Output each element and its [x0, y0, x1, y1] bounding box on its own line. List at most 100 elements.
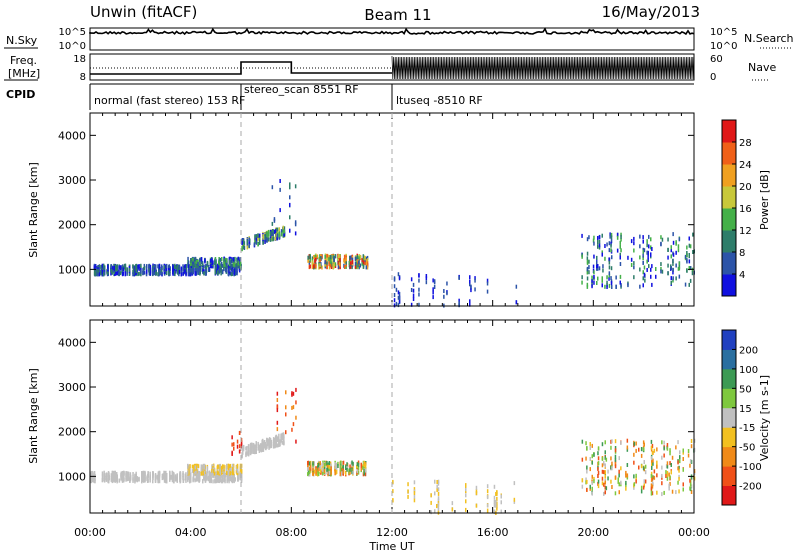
velocity-data-point: [604, 474, 606, 479]
velocity-data-point: [307, 471, 310, 476]
velocity-data-point: [620, 440, 622, 445]
power-data-point: [200, 260, 203, 264]
power-data-point: [610, 266, 613, 271]
power-data-point: [309, 258, 311, 263]
velocity-data-point: [231, 463, 234, 468]
velocity-data-point: [242, 447, 244, 452]
power-data-point: [233, 257, 235, 262]
velocity-data-point: [618, 482, 620, 487]
power-data-point: [197, 267, 199, 272]
power-data-point: [118, 271, 120, 276]
power-data-point: [650, 245, 652, 250]
velocity-data-point: [651, 484, 654, 489]
velocity-data-point: [317, 467, 319, 472]
velocity-data-point: [315, 469, 317, 474]
velocity-data-point: [240, 444, 243, 449]
power-data-point: [94, 270, 97, 275]
power-data-point: [348, 260, 351, 265]
power-data-point: [672, 261, 674, 266]
power-data-point: [337, 254, 340, 259]
velocity-data-point: [328, 464, 331, 469]
power-data-point: [643, 248, 646, 253]
velocity-data-point: [194, 470, 197, 475]
power-data-point: [593, 270, 595, 275]
nave-tick-top: 60: [710, 54, 723, 65]
power-data-point: [397, 295, 400, 300]
velocity-colorbar-segment: [722, 330, 736, 350]
power-data-point: [611, 285, 613, 289]
velocity-data-point: [126, 472, 129, 477]
power-data-point: [114, 270, 116, 274]
power-data-point: [165, 271, 168, 276]
velocity-data-point: [669, 461, 671, 466]
power-data-point: [282, 233, 284, 238]
power-data-point: [646, 239, 648, 244]
velocity-data-point: [110, 473, 113, 478]
velocity-data-point: [176, 478, 178, 483]
velocity-data-point: [475, 503, 478, 508]
power-data-point: [361, 261, 363, 266]
power-data-point: [280, 229, 283, 234]
velocity-data-point: [313, 469, 315, 474]
velocity-data-point: [614, 448, 617, 453]
velocity-data-point: [313, 461, 315, 466]
power-data-point: [358, 260, 360, 265]
velocity-data-point: [635, 473, 637, 478]
power-data-point: [586, 282, 589, 287]
velocity-data-point: [308, 472, 311, 477]
velocity-ylabel: Slant Range [km]: [27, 368, 40, 464]
velocity-data-point: [653, 475, 656, 480]
velocity-data-point: [210, 479, 212, 483]
velocity-data-point: [465, 507, 467, 512]
velocity-data-point: [245, 451, 247, 456]
power-data-point: [182, 271, 184, 276]
power-data-point: [354, 256, 357, 261]
velocity-data-point: [326, 461, 328, 465]
velocity-data-point: [607, 469, 609, 474]
velocity-data-point: [219, 473, 222, 478]
velocity-data-point: [635, 476, 637, 481]
power-data-point: [294, 222, 297, 227]
power-data-point: [443, 289, 445, 293]
power-data-point: [289, 182, 291, 187]
velocity-data-point: [220, 473, 223, 478]
power-data-point: [328, 254, 330, 259]
velocity-data-point: [341, 461, 343, 466]
power-data-point: [610, 281, 613, 286]
velocity-data-point: [252, 450, 255, 454]
velocity-colorbar-frame: [721, 329, 737, 506]
power-data-point: [364, 256, 366, 261]
velocity-data-point: [254, 450, 256, 455]
power-data-point: [667, 271, 669, 276]
power-data-point: [596, 281, 598, 285]
velocity-data-point: [215, 471, 217, 476]
power-data-point: [688, 266, 691, 270]
velocity-data-point: [597, 467, 599, 471]
power-data-point: [619, 262, 622, 266]
velocity-data-point: [665, 470, 667, 475]
power-data-point: [223, 259, 226, 264]
velocity-data-point: [266, 444, 268, 449]
power-data-point: [610, 232, 613, 237]
velocity-data-point: [436, 484, 438, 489]
power-data-point: [469, 279, 471, 284]
velocity-data-point: [198, 475, 201, 480]
velocity-data-point: [279, 441, 281, 446]
velocity-data-point: [643, 483, 645, 488]
velocity-data-point: [651, 479, 654, 484]
velocity-data-point: [682, 450, 684, 455]
velocity-data-point: [161, 473, 164, 478]
power-data-point: [241, 247, 243, 252]
power-data-point: [598, 239, 601, 244]
velocity-data-point: [218, 475, 220, 480]
power-data-point: [132, 264, 134, 269]
power-data-point: [168, 265, 170, 270]
power-data-point: [619, 240, 621, 245]
velocity-data-point: [651, 462, 653, 467]
velocity-data-point: [323, 463, 326, 467]
velocity-data-point: [238, 449, 241, 454]
velocity-data-point: [173, 475, 175, 480]
power-data-point: [610, 235, 613, 240]
power-data-point: [598, 243, 601, 248]
velocity-data-point: [682, 467, 684, 472]
